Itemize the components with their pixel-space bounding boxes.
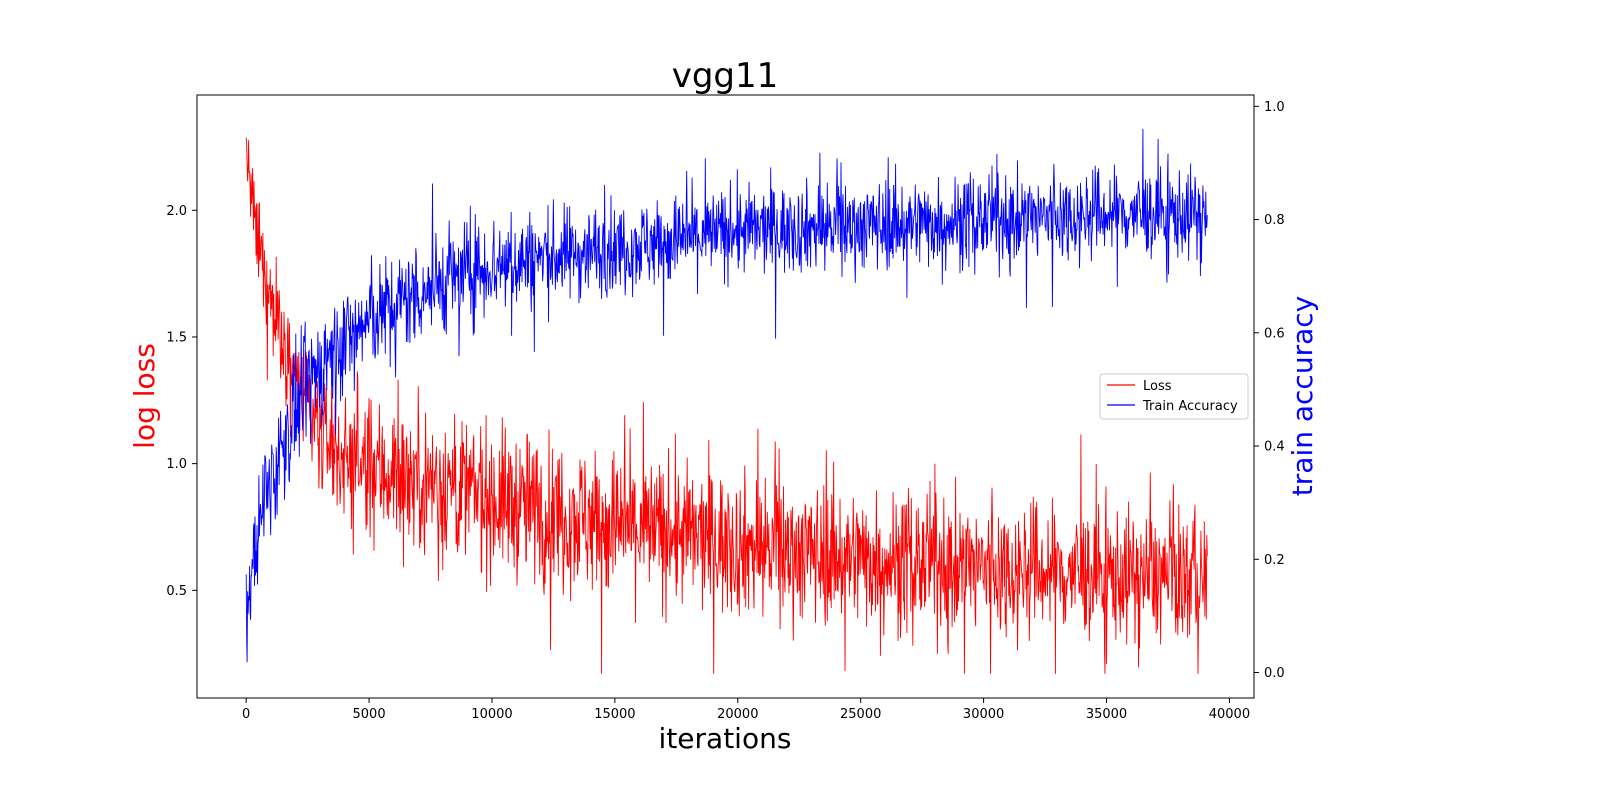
left-y-axis: 0.5 1.0 1.5 2.0: [166, 204, 197, 599]
right-y-axis: 0.0 0.2 0.4 0.6 0.8 1.0: [1254, 100, 1285, 681]
legend-label-loss: Loss: [1143, 379, 1172, 394]
x-tick-label: 5000: [353, 707, 386, 722]
legend-label-train-accuracy: Train Accuracy: [1142, 399, 1238, 414]
x-tick-label: 30000: [963, 707, 1004, 722]
x-tick-label: 0: [242, 707, 250, 722]
right-y-tick-label: 0.2: [1264, 553, 1285, 568]
x-axis-label: iterations: [659, 722, 792, 755]
right-y-axis-label: train accuracy: [1286, 296, 1319, 496]
right-y-tick-label: 0.4: [1264, 440, 1285, 455]
right-y-tick-label: 0.0: [1264, 666, 1285, 681]
train-accuracy-series-line: [245, 128, 1208, 663]
right-y-tick-label: 0.8: [1264, 213, 1285, 228]
x-axis: 0 5000 10000 15000 20000 25000 30000 35000 40000: [242, 698, 1250, 722]
x-tick-label: 15000: [594, 707, 635, 722]
right-y-tick-label: 1.0: [1264, 100, 1285, 115]
left-y-axis-label: log loss: [128, 343, 161, 449]
x-tick-label: 20000: [717, 707, 758, 722]
left-y-tick-label: 1.5: [166, 330, 187, 345]
chart-title: vgg11: [672, 56, 779, 96]
left-y-tick-label: 2.0: [166, 204, 187, 219]
legend-box: [1099, 373, 1249, 420]
x-tick-label: 25000: [840, 707, 881, 722]
left-y-tick-label: 0.5: [166, 584, 187, 599]
left-y-tick-label: 1.0: [166, 457, 187, 472]
x-tick-label: 10000: [471, 707, 512, 722]
x-tick-label: 40000: [1209, 707, 1250, 722]
right-y-tick-label: 0.6: [1264, 326, 1285, 341]
series-layer: [245, 128, 1208, 674]
legend: Loss Train Accuracy: [1099, 373, 1249, 420]
x-tick-label: 35000: [1086, 707, 1127, 722]
plot-frame: [196, 94, 1255, 699]
loss-series-line: [245, 137, 1208, 674]
